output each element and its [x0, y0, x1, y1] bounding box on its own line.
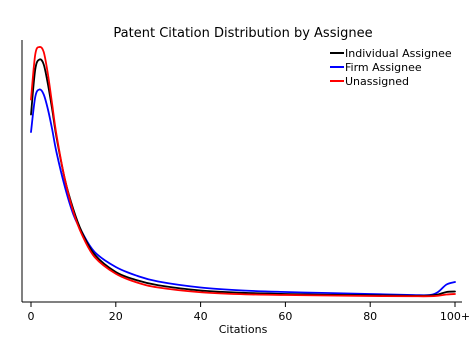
- x-tick-label: 40: [194, 310, 208, 323]
- x-axis-label: Citations: [219, 323, 268, 336]
- series-line-firm-assignee: [30, 88, 456, 297]
- series-line-individual-assignee: [30, 58, 456, 297]
- legend-label: Firm Assignee: [345, 61, 422, 74]
- chart-title: Patent Citation Distribution by Assignee: [113, 26, 372, 41]
- series-group: [30, 46, 456, 298]
- x-tick-label: 0: [28, 310, 35, 323]
- legend-label: Unassigned: [345, 75, 409, 88]
- legend-label: Individual Assignee: [345, 47, 452, 60]
- x-tick-label: 100+: [440, 310, 470, 323]
- x-tick-label: 80: [363, 310, 377, 323]
- x-ticks: 0 20 40 60 80 100+: [28, 302, 470, 323]
- x-tick-label: 20: [109, 310, 123, 323]
- series-line-unassigned: [30, 46, 456, 298]
- x-tick-label: 60: [278, 310, 292, 323]
